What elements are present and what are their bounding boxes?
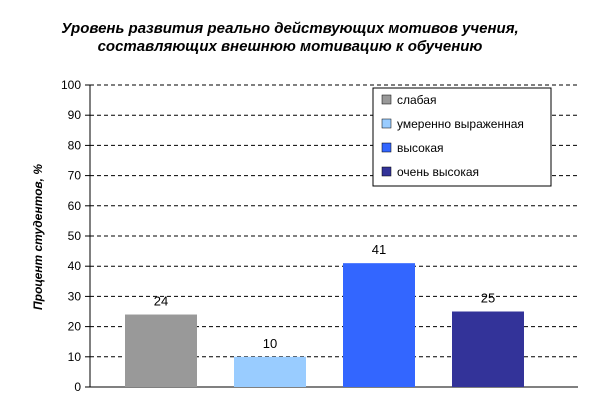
chart-title-line-1: Уровень развития реально действующих мот… xyxy=(61,20,518,37)
y-tick-label: 100 xyxy=(61,78,81,92)
y-tick-label: 90 xyxy=(68,108,82,122)
legend-box xyxy=(372,87,552,187)
y-tick-label: 20 xyxy=(68,320,82,334)
bars xyxy=(125,263,524,387)
bar-1 xyxy=(125,314,197,387)
legend-swatch-4 xyxy=(381,166,392,177)
legend-label-3: высокая xyxy=(397,141,444,155)
bar-2 xyxy=(234,356,306,387)
legend-label-1: слабая xyxy=(397,93,436,107)
data-label-1: 24 xyxy=(154,294,168,309)
legend-swatch-2 xyxy=(381,118,392,129)
y-tick-label: 30 xyxy=(68,289,82,303)
data-label-4: 25 xyxy=(481,291,495,306)
data-label-2: 10 xyxy=(263,336,277,351)
bar-4 xyxy=(452,311,524,387)
legend-label-2: умеренно выраженная xyxy=(397,117,524,131)
chart-title-line-2: составляющих внешнюю мотивацию к обучени… xyxy=(98,38,483,55)
legend-swatch-3 xyxy=(381,142,392,153)
y-tick-label: 50 xyxy=(68,229,82,243)
y-tick-label: 80 xyxy=(68,138,82,152)
y-tick-label: 0 xyxy=(74,380,81,394)
y-tick-label: 70 xyxy=(68,169,82,183)
y-tick-labels: 0 10 20 30 40 50 60 70 80 90 100 xyxy=(61,78,81,394)
y-tick-label: 60 xyxy=(68,199,82,213)
y-axis-label: Процент студентов, % xyxy=(31,164,45,310)
legend-label-4: очень высокая xyxy=(397,165,479,179)
y-tick-label: 10 xyxy=(68,350,82,364)
data-label-3: 41 xyxy=(372,242,386,257)
legend: слабая умеренно выраженная высокая очень вы… xyxy=(372,87,552,187)
y-tick-label: 40 xyxy=(68,259,82,273)
bar-3 xyxy=(343,263,415,387)
data-labels: 24 10 41 25 xyxy=(154,242,495,351)
legend-swatch-1 xyxy=(381,94,392,105)
